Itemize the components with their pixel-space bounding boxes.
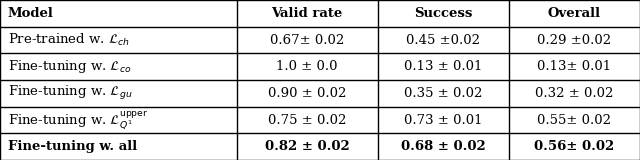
Text: Fine-tuning w. $\mathcal{L}_{gu}$: Fine-tuning w. $\mathcal{L}_{gu}$ (8, 84, 132, 102)
Text: Pre-trained w. $\mathcal{L}_{ch}$: Pre-trained w. $\mathcal{L}_{ch}$ (8, 32, 129, 48)
Text: 1.0 ± 0.0: 1.0 ± 0.0 (276, 60, 338, 73)
Text: 0.75 ± 0.02: 0.75 ± 0.02 (268, 113, 346, 127)
Text: 0.13± 0.01: 0.13± 0.01 (538, 60, 611, 73)
Text: 0.82 ± 0.02: 0.82 ± 0.02 (265, 140, 349, 153)
Text: 0.13 ± 0.01: 0.13 ± 0.01 (404, 60, 483, 73)
Text: Overall: Overall (548, 7, 601, 20)
Text: 0.73 ± 0.01: 0.73 ± 0.01 (404, 113, 483, 127)
Text: 0.32 ± 0.02: 0.32 ± 0.02 (535, 87, 614, 100)
Text: Model: Model (8, 7, 54, 20)
Text: Success: Success (414, 7, 472, 20)
Text: 0.29 ±0.02: 0.29 ±0.02 (538, 33, 611, 47)
Text: 0.55± 0.02: 0.55± 0.02 (538, 113, 611, 127)
Text: 0.67± 0.02: 0.67± 0.02 (270, 33, 344, 47)
Text: 0.90 ± 0.02: 0.90 ± 0.02 (268, 87, 346, 100)
Text: 0.56± 0.02: 0.56± 0.02 (534, 140, 614, 153)
Text: Fine-tuning w. $\mathcal{L}_{Q^1}^{\mathrm{upper}}$: Fine-tuning w. $\mathcal{L}_{Q^1}^{\math… (8, 109, 148, 131)
Text: 0.45 ±0.02: 0.45 ±0.02 (406, 33, 480, 47)
Text: Fine-tuning w. all: Fine-tuning w. all (8, 140, 137, 153)
Text: Fine-tuning w. $\mathcal{L}_{co}$: Fine-tuning w. $\mathcal{L}_{co}$ (8, 58, 131, 75)
Text: Valid rate: Valid rate (271, 7, 343, 20)
Text: 0.35 ± 0.02: 0.35 ± 0.02 (404, 87, 483, 100)
Text: 0.68 ± 0.02: 0.68 ± 0.02 (401, 140, 486, 153)
